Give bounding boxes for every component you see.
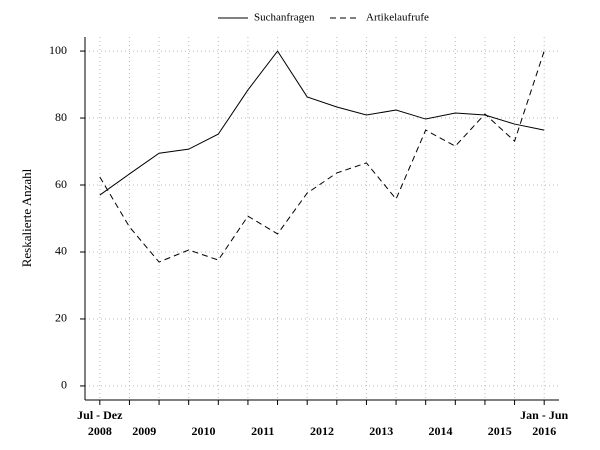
x-tick-label: 2012 [310,424,334,438]
y-tick-label: 0 [61,378,67,392]
x-tick-sublabel: Jan - Jun [520,408,568,422]
x-tick-label: 2011 [251,424,274,438]
y-tick-label: 80 [55,110,67,124]
x-tick-label: 2008 [88,424,112,438]
x-tick-label: 2009 [132,424,156,438]
y-tick-label: 100 [49,43,67,57]
x-tick-label: 2015 [488,424,512,438]
series-line [99,50,545,196]
x-tick-label: 2013 [369,424,393,438]
x-tick-sublabel: Jul - Dez [77,408,123,422]
y-axis-label: Reskalierte Anzahl [19,168,34,267]
x-tick-label: 2010 [192,424,216,438]
x-tick-label: 2014 [429,424,453,438]
legend-label: Artikelaufrufe [366,12,429,24]
y-tick-label: 20 [55,311,67,325]
x-tick-label: 2016 [532,424,556,438]
y-tick-label: 60 [55,177,67,191]
legend-label: Suchanfragen [254,12,315,24]
series-line [99,50,545,263]
y-tick-label: 40 [55,244,67,258]
